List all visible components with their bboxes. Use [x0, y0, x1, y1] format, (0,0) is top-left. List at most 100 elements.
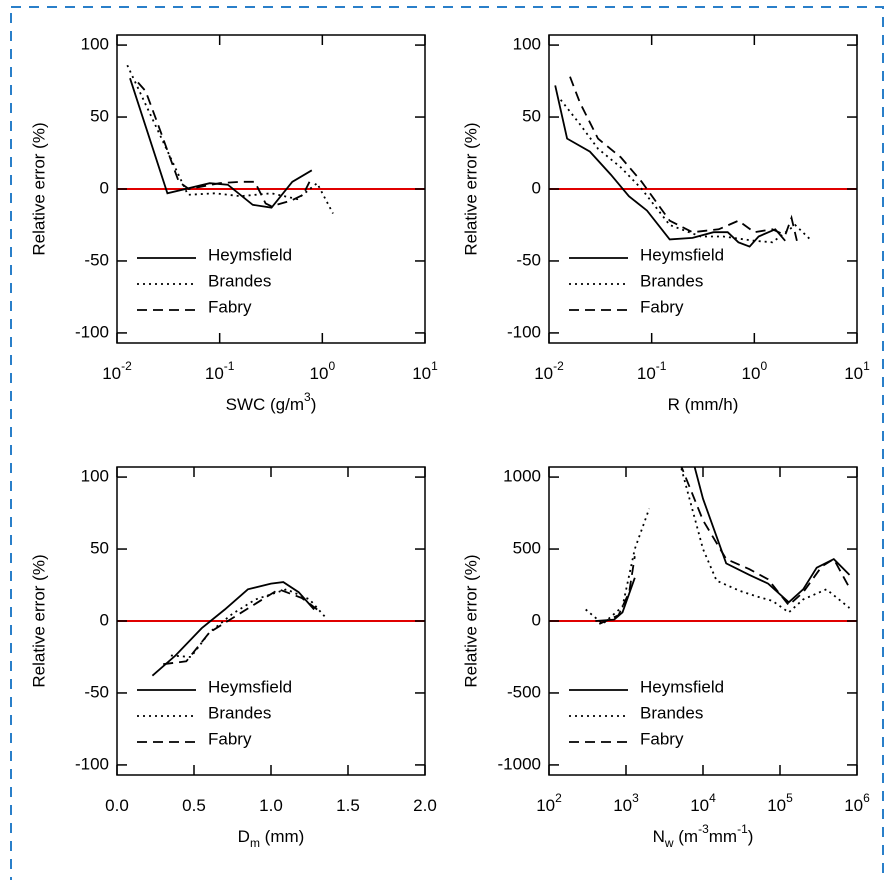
x-axis-label-part: N [653, 827, 665, 846]
legend-label: Heymsfield [640, 677, 724, 696]
series-line [569, 76, 798, 242]
x-tick-label: 0.0 [105, 796, 129, 815]
x-tick-label-exponent: 2 [555, 791, 562, 805]
plot-frame [116, 34, 426, 344]
x-tick-label: 105 [767, 791, 793, 815]
x-tick-label: 101 [844, 359, 870, 383]
series-line [170, 588, 326, 658]
series-line [598, 467, 851, 625]
x-axis-label-part: ) [748, 827, 754, 846]
x-axis-label: Dm (mm) [238, 827, 305, 850]
x-tick-label-exponent: 1 [863, 359, 870, 373]
y-tick-label: -50 [84, 250, 109, 269]
frame-border [10, 6, 884, 880]
x-tick-label: 100 [310, 359, 336, 383]
legend-label: Brandes [640, 271, 703, 290]
y-axis-label: Relative error (%) [29, 122, 48, 255]
x-axis-label-part: SWC (g/m [226, 395, 304, 414]
x-tick-label-base: 0.5 [182, 796, 206, 815]
legend-label: Fabry [640, 729, 684, 748]
x-tick-label-exponent: 0 [760, 359, 767, 373]
y-tick-label: 50 [522, 107, 541, 126]
x-tick-label-exponent: -1 [656, 359, 667, 373]
x-tick-label-base: 10 [767, 796, 786, 815]
series-line [163, 588, 318, 666]
x-tick-label-base: 0.0 [105, 796, 129, 815]
y-tick-label: -100 [75, 322, 109, 341]
x-axis-label-part: ) [311, 395, 317, 414]
x-tick-label-base: 10 [310, 364, 329, 383]
x-tick-label: 10-2 [102, 359, 132, 383]
panel: 0.0 0.5 1.0 1.5 2.0 100 50 0 -50 -100 Dm (mm) Relat… [29, 466, 437, 850]
x-tick-label-base: 10 [102, 364, 121, 383]
y-axis-label: Relative error (%) [29, 554, 48, 687]
x-axis-label-part: -1 [737, 822, 748, 836]
x-axis-label-part: w [664, 836, 674, 850]
x-axis-label-part: (mm) [260, 827, 304, 846]
x-tick-label-base: 10 [613, 796, 632, 815]
y-tick-label: -100 [75, 754, 109, 773]
x-tick-label-exponent: 6 [863, 791, 870, 805]
x-tick-label: 1.5 [336, 796, 360, 815]
y-axis-label: Relative error (%) [461, 122, 480, 255]
y-tick-label: 100 [513, 35, 541, 54]
series-line [126, 64, 334, 214]
x-axis-label-part: (m [674, 827, 699, 846]
y-tick-label: 0 [532, 610, 541, 629]
x-tick-label-exponent: 5 [786, 791, 793, 805]
x-tick-label-base: 2.0 [413, 796, 437, 815]
x-axis-label-part: R (mm/h) [668, 395, 739, 414]
series-line [585, 467, 851, 626]
legend-label: Heymsfield [208, 245, 292, 264]
y-tick-label: 1000 [503, 467, 541, 486]
x-axis-label: Nw (m-3mm-1) [653, 822, 754, 850]
series-line [559, 99, 811, 244]
x-tick-label-base: 10 [412, 364, 431, 383]
x-tick-label-exponent: 1 [431, 359, 438, 373]
series-line [151, 581, 315, 677]
x-tick-label: 100 [742, 359, 768, 383]
series-line [129, 77, 313, 209]
legend-label: Heymsfield [208, 677, 292, 696]
plot-frame [116, 466, 426, 776]
y-tick-label: 500 [513, 539, 541, 558]
series-line [595, 467, 851, 622]
x-tick-label-base: 1.5 [336, 796, 360, 815]
y-tick-label: 0 [532, 178, 541, 197]
x-tick-label: 0.5 [182, 796, 206, 815]
x-axis-label-part: m [250, 836, 260, 850]
x-axis-label-part: D [238, 827, 250, 846]
x-tick-label-base: 10 [844, 796, 863, 815]
x-tick-label: 1.0 [259, 796, 283, 815]
x-tick-label-base: 1.0 [259, 796, 283, 815]
x-tick-label: 102 [536, 791, 562, 815]
x-tick-label: 106 [844, 791, 870, 815]
legend-label: Fabry [208, 297, 252, 316]
legend-label: Brandes [640, 703, 703, 722]
x-tick-label-base: 10 [534, 364, 553, 383]
x-tick-label: 104 [690, 791, 716, 815]
y-tick-label: 50 [90, 107, 109, 126]
x-axis-label: SWC (g/m3) [226, 390, 317, 414]
x-tick-label: 10-1 [205, 359, 235, 383]
x-tick-label-base: 10 [690, 796, 709, 815]
x-tick-label-exponent: -2 [553, 359, 564, 373]
series-line [554, 85, 786, 248]
x-tick-label-exponent: 0 [328, 359, 335, 373]
y-tick-label: -50 [84, 682, 109, 701]
x-tick-label: 101 [412, 359, 438, 383]
legend-label: Brandes [208, 271, 271, 290]
y-tick-label: -500 [507, 682, 541, 701]
y-tick-label: -100 [507, 322, 541, 341]
legend-label: Heymsfield [640, 245, 724, 264]
y-tick-label: -1000 [498, 754, 541, 773]
x-tick-label: 103 [613, 791, 639, 815]
x-tick-label-base: 10 [536, 796, 555, 815]
legend-label: Brandes [208, 703, 271, 722]
y-tick-label: 0 [100, 610, 109, 629]
x-axis-label: R (mm/h) [668, 395, 739, 414]
